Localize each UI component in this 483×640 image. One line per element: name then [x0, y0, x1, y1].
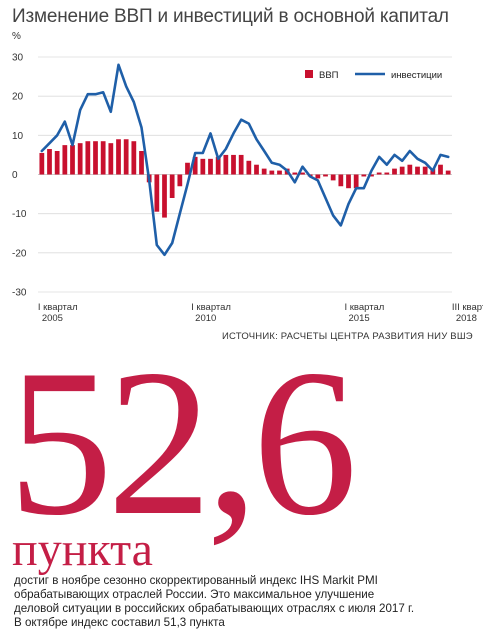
x-tick-label: 2015 [349, 313, 370, 324]
gdp-bar [223, 154, 229, 175]
gdp-bar [139, 151, 144, 175]
gdp-bar [438, 164, 443, 175]
chart-title: Изменение ВВП и инвестиций в основной ка… [12, 6, 449, 27]
gdp-bar [192, 156, 198, 175]
gdp-bar [162, 174, 167, 218]
gdp-bar [185, 162, 190, 175]
y-tick-label: 0 [12, 170, 18, 181]
gdp-bar [93, 141, 98, 175]
x-tick-label: I квартал [38, 302, 78, 313]
gdp-bar [315, 174, 321, 179]
legend-gdp-swatch [305, 70, 313, 78]
gdp-bar [123, 139, 129, 175]
gdp-bar [208, 158, 213, 175]
x-tick-label: 2005 [42, 313, 63, 324]
y-tick-label: 20 [12, 92, 24, 103]
y-tick-label: -20 [12, 248, 27, 259]
gdp-bar [70, 145, 75, 175]
gdp-bar [269, 170, 275, 175]
gdp-bar [407, 164, 413, 175]
gdp-bar [154, 174, 160, 212]
gdp-bar [100, 141, 106, 175]
gdp-bar [361, 174, 367, 177]
gdp-bar [392, 168, 397, 175]
gdp-bar [261, 168, 267, 175]
gdp-bar [353, 174, 359, 189]
gdp-bar [292, 172, 298, 175]
y-tick-label: 30 [12, 53, 24, 64]
gdp-bar [62, 145, 68, 175]
gdp-bar [116, 139, 121, 175]
y-tick-label: -10 [12, 209, 27, 220]
gdp-bar [47, 149, 52, 175]
big-number-unit: пункта [12, 523, 153, 576]
gdp-bar [445, 170, 451, 175]
gdp-bar [415, 166, 420, 175]
gdp-bar [384, 172, 390, 175]
gdp-bar [131, 141, 137, 175]
gdp-bar [200, 158, 206, 175]
gdp-bar [277, 170, 282, 175]
gdp-bar [338, 174, 344, 187]
gdp-bar [238, 154, 244, 175]
description-line: В октябре индекс составил 51,3 пункта [14, 616, 225, 629]
gdp-bar [177, 174, 183, 187]
gdp-bar [231, 154, 236, 175]
y-tick-label: -30 [12, 288, 27, 299]
x-tick-label: III квартал [452, 302, 483, 313]
x-tick-label: 2018 [456, 313, 477, 324]
gdp-bar [422, 166, 428, 175]
gdp-bar [54, 151, 60, 175]
gdp-bar [254, 164, 259, 175]
description-line: деловой ситуации в российских обрабатыва… [14, 602, 415, 615]
big-number: 52,6 [8, 327, 357, 559]
gdp-bar [169, 174, 175, 198]
gdp-bar [300, 172, 305, 175]
x-tick-label: 2010 [195, 313, 216, 324]
gdp-bar [330, 174, 336, 181]
description: достиг в ноябре сезонно скорректированны… [14, 574, 474, 630]
gdp-bar [246, 160, 252, 175]
x-tick-label: I квартал [191, 302, 231, 313]
investment-line [40, 63, 450, 257]
gdp-bar [346, 174, 351, 189]
gdp-bar [369, 174, 374, 177]
gdp-bar [85, 141, 91, 175]
legend-investment-label: инвестиции [391, 70, 442, 81]
description-line: достиг в ноябре сезонно скорректированны… [14, 574, 378, 587]
gdp-bar [39, 152, 45, 175]
x-tick-label: I квартал [345, 302, 385, 313]
gdp-bar [108, 143, 114, 175]
chart-source: ИСТОЧНИК: РАСЧЕТЫ ЦЕНТРА РАЗВИТИЯ НИУ ВШ… [222, 331, 473, 342]
gdp-bar [376, 172, 382, 175]
y-tick-label: 10 [12, 131, 24, 142]
legend-gdp-label: ВВП [319, 70, 339, 81]
description-line: обрабатывающих отраслей России. Это макс… [14, 588, 375, 601]
gdp-bar [323, 174, 328, 177]
y-axis-unit: % [12, 31, 21, 42]
gdp-bar [77, 143, 83, 175]
gdp-bar [215, 156, 221, 175]
gdp-bar [399, 166, 405, 175]
